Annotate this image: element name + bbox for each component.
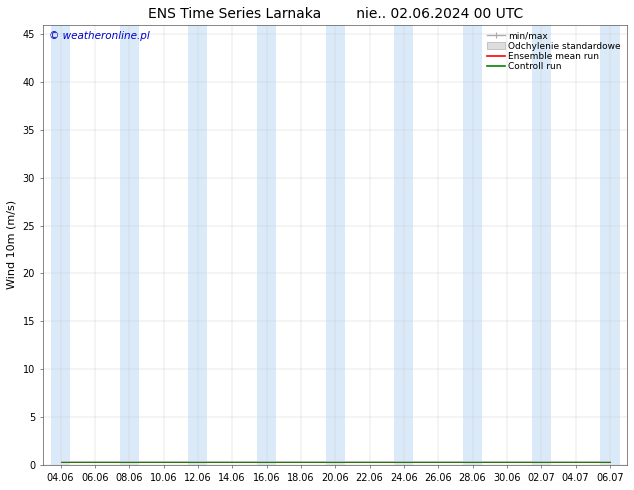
Bar [600,25,619,465]
Bar [394,25,413,465]
Bar [120,25,139,465]
Y-axis label: Wind 10m (m/s): Wind 10m (m/s) [7,200,17,290]
Bar [326,25,345,465]
Text: © weatheronline.pl: © weatheronline.pl [49,31,150,42]
Bar [188,25,207,465]
Title: ENS Time Series Larnaka        nie.. 02.06.2024 00 UTC: ENS Time Series Larnaka nie.. 02.06.2024… [148,7,523,21]
Bar [463,25,482,465]
Bar [257,25,276,465]
Bar [531,25,551,465]
Legend: min/max, Odchylenie standardowe, Ensemble mean run, Controll run: min/max, Odchylenie standardowe, Ensembl… [486,29,623,73]
Bar [51,25,70,465]
